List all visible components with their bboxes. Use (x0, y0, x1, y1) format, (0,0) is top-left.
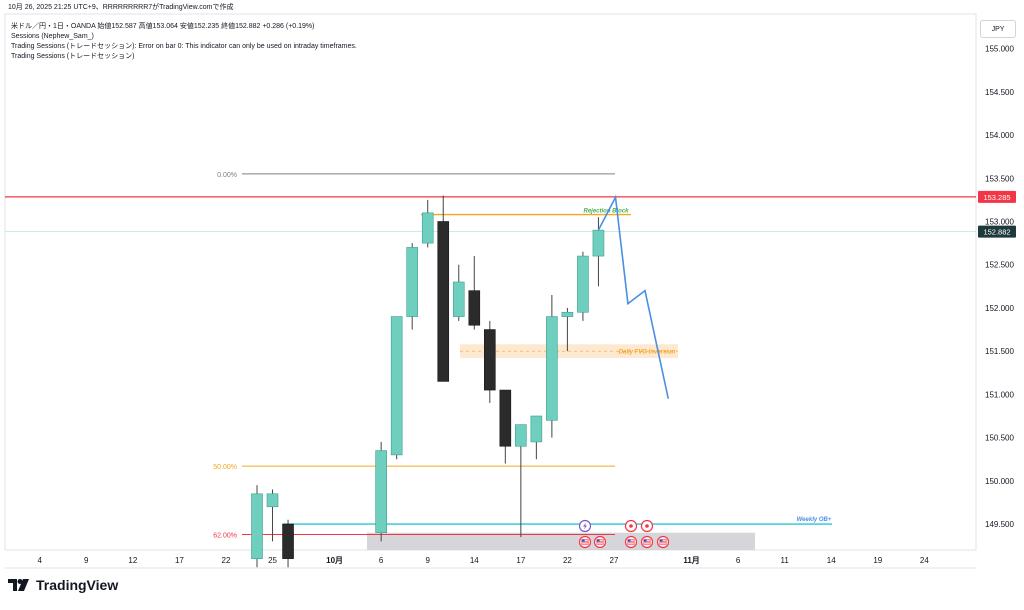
candle-body (499, 389, 512, 447)
candle-body (468, 290, 481, 326)
candle-body (421, 212, 434, 244)
fib-level-label: 0.00% (217, 172, 237, 179)
fvg-label: Daily FVG Inversion (619, 350, 676, 356)
x-tick-label: 9 (84, 556, 89, 565)
plot-area (4, 13, 977, 551)
candle-body (483, 329, 496, 391)
brand-name: TradingView (36, 577, 119, 593)
marker-dot (645, 524, 649, 528)
event-dot-icon[interactable] (640, 519, 654, 533)
flag-body (581, 539, 589, 545)
indicator-trading-sessions[interactable]: Trading Sessions (トレードセッション) (11, 53, 135, 60)
x-tick-label: 4 (37, 556, 42, 565)
y-tick-label: 154.500 (985, 88, 1014, 97)
x-tick-label: 10月 (326, 556, 343, 565)
indicator-trading-sessions-error[interactable]: Trading Sessions (トレードセッション): Error on b… (11, 43, 357, 50)
y-tick-label: 152.500 (985, 261, 1014, 270)
x-tick-label: 17 (175, 556, 184, 565)
current-price-value: 152.882 (983, 228, 1010, 237)
projection-path (597, 194, 670, 399)
y-tick-label: 155.000 (985, 45, 1014, 54)
x-tick-label: 19 (873, 556, 882, 565)
symbol-info[interactable]: 米ドル／円・1日・OANDA 始値152.587 高値153.064 安値152… (11, 23, 315, 30)
candle-body (546, 316, 558, 421)
flag-canton (659, 539, 663, 542)
brand-logo: TradingView (8, 577, 118, 593)
candle-body (437, 221, 450, 382)
x-tick-label: 17 (516, 556, 525, 565)
flag-body (627, 539, 635, 545)
y-tick-label: 154.000 (985, 131, 1014, 140)
y-tick-label: 150.500 (985, 434, 1014, 443)
x-tick-label: 25 (268, 556, 277, 565)
current-price-tag (978, 225, 1016, 238)
fib-level-label: 62.00% (213, 532, 237, 539)
us-flag-icon[interactable] (640, 535, 654, 549)
x-tick-label: 12 (128, 556, 137, 565)
weekly-ob-label: Weekly OB+ (797, 517, 832, 523)
snapshot-header: 10月 26, 2025 21:25 UTC+9、RRRRRRRRR7がTrad… (8, 4, 234, 11)
us-flag-icon[interactable] (593, 535, 607, 549)
candle-body (577, 255, 589, 313)
event-bolt-icon[interactable] (578, 519, 592, 533)
x-tick-label: 9 (425, 556, 430, 565)
indicator-sessions[interactable]: Sessions (Nephew_Sam_) (11, 33, 94, 40)
price-level-value: 153.285 (983, 193, 1010, 202)
flag-body (643, 539, 651, 545)
candle-body (251, 493, 263, 559)
us-flag-icon[interactable] (656, 535, 670, 549)
x-tick-label: 22 (222, 556, 231, 565)
y-tick-label: 150.000 (985, 477, 1014, 486)
x-tick-label: 11月 (683, 556, 699, 565)
tradingview-logo-icon (8, 579, 29, 591)
flag-canton (643, 539, 647, 542)
flag-body (659, 539, 667, 545)
candle-body (592, 229, 605, 257)
flag-canton (581, 539, 585, 542)
x-tick-label: 22 (563, 556, 572, 565)
us-flag-icon[interactable] (624, 535, 638, 549)
session-zone-box (367, 532, 755, 550)
x-tick-label: 11 (781, 556, 790, 565)
candle-body (266, 493, 279, 508)
marker-dot (629, 524, 633, 528)
currency-badge[interactable]: JPY (980, 20, 1016, 38)
candle-body (515, 424, 527, 447)
rejection-block-label: Rejection Block (583, 209, 629, 215)
candle-body (561, 311, 574, 317)
event-dot-icon[interactable] (624, 519, 638, 533)
candle-body (375, 450, 387, 534)
x-tick-label: 27 (610, 556, 619, 565)
y-tick-label: 149.500 (985, 520, 1014, 529)
x-tick-label: 6 (379, 556, 384, 565)
y-tick-label: 152.000 (985, 304, 1014, 313)
us-flag-icon[interactable] (578, 535, 592, 549)
x-tick-label: 24 (920, 556, 929, 565)
candle-body (282, 523, 294, 559)
marker-bolt (583, 522, 587, 530)
y-tick-label: 151.500 (985, 347, 1014, 356)
candle-body (452, 281, 465, 317)
candle-body (406, 247, 419, 317)
x-tick-label: 14 (827, 556, 836, 565)
y-tick-label: 151.000 (985, 390, 1014, 399)
flag-body (596, 539, 604, 545)
y-tick-label: 153.500 (985, 174, 1014, 183)
chart-legend: 米ドル／円・1日・OANDA 始値152.587 高値153.064 安値152… (11, 22, 357, 62)
price-level-tag (978, 190, 1016, 203)
candle-body (390, 316, 403, 456)
candle-body (530, 415, 543, 443)
x-tick-label: 6 (736, 556, 741, 565)
flag-canton (596, 539, 600, 542)
y-tick-label: 153.000 (985, 217, 1014, 226)
x-tick-label: 14 (470, 556, 479, 565)
fib-level-label: 50.00% (213, 464, 237, 471)
flag-canton (627, 539, 631, 542)
